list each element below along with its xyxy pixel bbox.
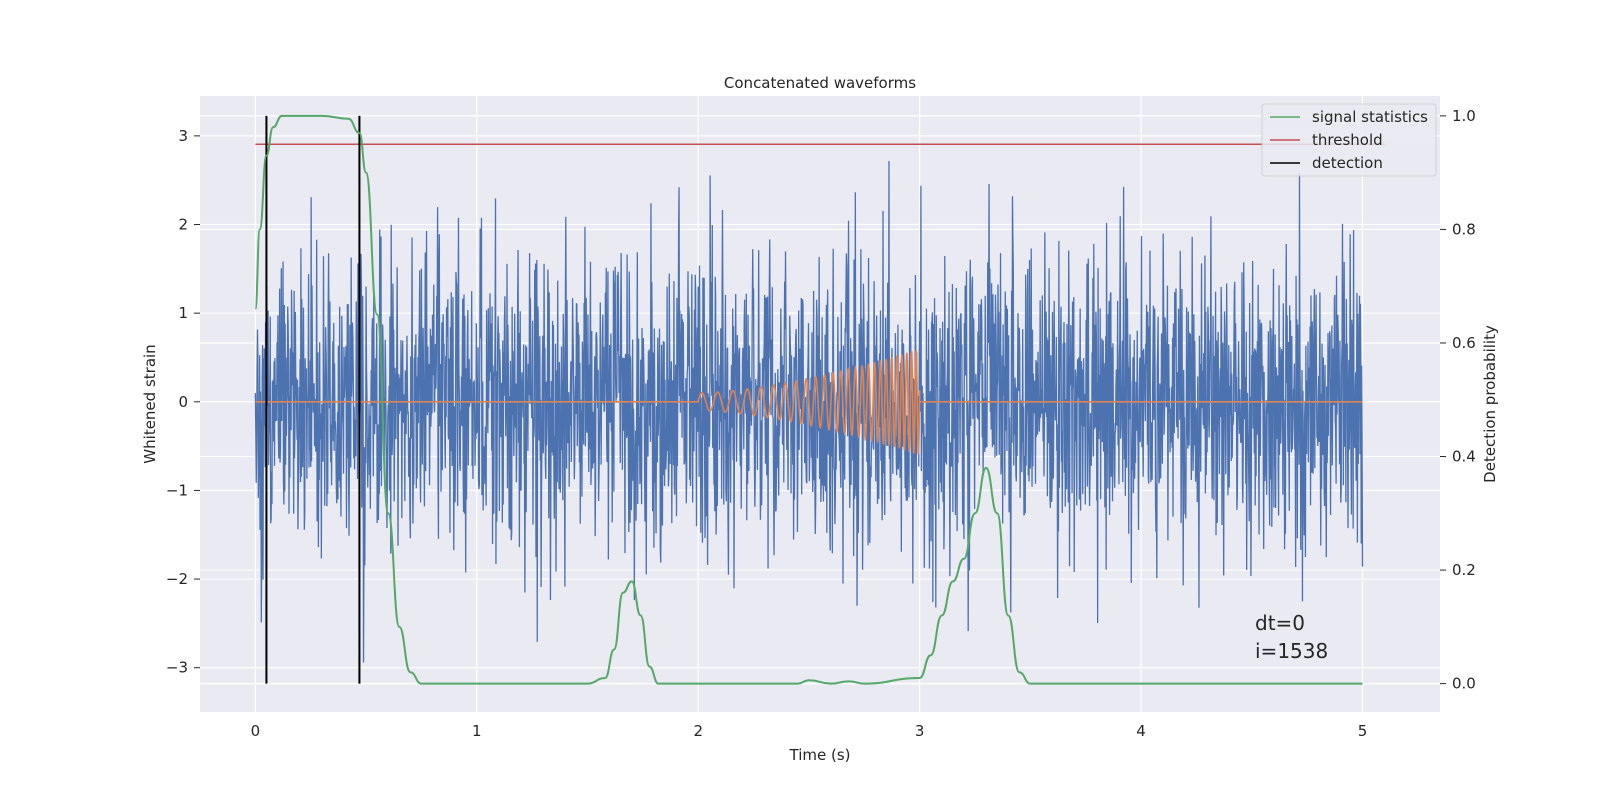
x-tick-label: 3 [915, 722, 925, 740]
y-tick-label: −1 [166, 481, 188, 499]
y-tick-label: −3 [166, 659, 188, 677]
legend: signal statistics threshold detection [1261, 103, 1437, 177]
y-tick-label: 0 [178, 393, 188, 411]
y-axis-right-title: Detection probability [1481, 325, 1499, 483]
y-tick-label: 2 [178, 216, 188, 234]
y-right-tick-label: 0.4 [1452, 448, 1476, 466]
x-tick-label: 1 [472, 722, 482, 740]
legend-label-signal-statistics: signal statistics [1312, 108, 1428, 126]
x-tick-label: 4 [1136, 722, 1146, 740]
annotation-i: i=1538 [1255, 639, 1328, 663]
y-right-tick-label: 0.8 [1452, 220, 1476, 238]
axes-layer: 0 1 2 3 4 5 −3 −2 −1 0 1 2 3 0.0 0.2 0.4 0.6 0.8 1.0 [166, 107, 1476, 740]
y-tick-label: 3 [178, 127, 188, 145]
y-tick-label: 1 [178, 304, 188, 322]
annotation-dt: dt=0 [1255, 611, 1305, 635]
legend-label-detection: detection [1312, 154, 1383, 172]
x-tick-label: 5 [1358, 722, 1368, 740]
chart-title: Concatenated waveforms [724, 74, 916, 92]
injection-series-line [255, 349, 1363, 455]
x-axis-title: Time (s) [789, 746, 851, 764]
legend-label-threshold: threshold [1312, 131, 1383, 149]
y-right-tick-label: 0.6 [1452, 334, 1476, 352]
y-axis-title: Whitened strain [141, 344, 159, 463]
signal-statistics-line [254, 114, 1363, 685]
x-tick-label: 0 [251, 722, 261, 740]
y-right-tick-label: 0.0 [1452, 675, 1476, 693]
y-right-tick-label: 1.0 [1452, 107, 1476, 125]
y-tick-label: −2 [166, 570, 188, 588]
legend-box [1261, 103, 1437, 177]
x-tick-label: 2 [693, 722, 703, 740]
data-layer [254, 114, 1385, 685]
y-right-tick-label: 0.2 [1452, 561, 1476, 579]
